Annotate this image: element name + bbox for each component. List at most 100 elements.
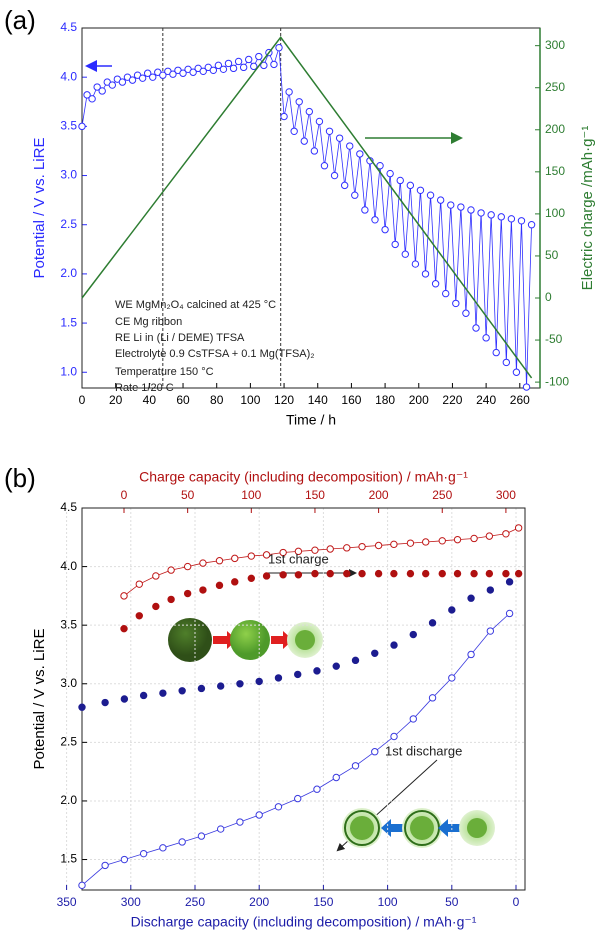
data-point <box>472 324 480 332</box>
data-point <box>442 289 450 298</box>
data-point <box>409 630 417 639</box>
data-point <box>294 794 302 803</box>
x2-tick-label: 0 <box>121 488 128 502</box>
data-point <box>236 680 244 688</box>
data-point <box>279 571 287 579</box>
data-point <box>343 544 351 552</box>
y-tick-label: 1.5 <box>60 315 77 329</box>
y-tick-label: 4.0 <box>60 69 77 83</box>
y-tick-label: 2.5 <box>60 217 77 231</box>
annotation: 1st charge <box>268 551 329 566</box>
data-point <box>492 348 500 357</box>
data-point <box>371 649 379 658</box>
data-point <box>326 569 334 578</box>
data-point <box>431 280 440 288</box>
data-point <box>422 569 430 578</box>
x-tick-label: 180 <box>375 393 395 407</box>
data-point <box>411 260 420 268</box>
data-point <box>78 881 86 890</box>
data-point <box>346 142 354 150</box>
data-point <box>275 43 283 52</box>
data-point <box>351 191 359 199</box>
data-point <box>159 71 167 79</box>
data-point <box>343 569 351 578</box>
data-point <box>183 562 192 571</box>
data-point <box>315 117 324 126</box>
data-point <box>224 59 233 68</box>
data-point <box>467 650 475 659</box>
data-point <box>120 624 128 633</box>
x-axis-label: Discharge capacity (including decomposit… <box>131 914 477 930</box>
data-point <box>197 684 206 693</box>
y-tick-label: 4.0 <box>60 559 77 573</box>
panel-label: (b) <box>4 463 36 493</box>
data-point <box>139 849 148 858</box>
data-point <box>358 542 366 551</box>
data-point <box>326 545 334 553</box>
data-point <box>477 209 485 217</box>
data-point <box>285 88 293 96</box>
data-point <box>279 548 287 557</box>
data-point <box>470 569 478 578</box>
x-tick-label: 120 <box>274 393 294 407</box>
data-point <box>219 65 228 74</box>
data-point <box>239 63 248 72</box>
data-point <box>470 534 478 543</box>
charge-diagram <box>168 618 323 662</box>
y-tick-label: 2.0 <box>60 793 77 807</box>
data-point <box>486 586 495 594</box>
data-point <box>358 569 366 578</box>
data-point <box>438 569 446 578</box>
annotation: CE Mg ribbon <box>115 316 182 328</box>
data-point <box>512 368 521 376</box>
data-point <box>311 569 319 578</box>
x-tick-label: 100 <box>378 895 398 909</box>
data-point <box>452 299 460 308</box>
x2-tick-label: 150 <box>305 488 325 502</box>
y-tick-label: 4.5 <box>60 500 77 514</box>
data-point <box>231 554 239 563</box>
data-point <box>487 211 495 219</box>
data-point <box>448 606 456 614</box>
data-point <box>120 592 128 600</box>
data-point <box>391 240 399 249</box>
data-point <box>426 191 435 199</box>
data-point <box>274 803 283 811</box>
data-point <box>453 569 462 578</box>
data-point <box>159 844 167 852</box>
data-point <box>457 203 465 211</box>
data-point <box>332 773 340 782</box>
annotation: Electrolyte 0.9 CsTFSA + 0.1 Mg(TFSA)₂ <box>115 348 315 360</box>
data-point <box>270 60 278 69</box>
data-point <box>199 559 207 567</box>
data-point <box>149 73 157 81</box>
y2-tick-label: 0 <box>545 290 552 304</box>
data-point <box>247 552 256 560</box>
data-point <box>325 127 334 135</box>
data-point <box>502 569 510 578</box>
data-point <box>374 569 383 578</box>
data-point <box>231 578 239 586</box>
x-tick-label: 350 <box>57 895 77 909</box>
x-tick-label: 50 <box>445 895 459 909</box>
data-point <box>514 524 523 532</box>
data-point <box>280 112 288 121</box>
x-tick-label: 240 <box>476 393 496 407</box>
data-point <box>101 698 109 707</box>
y2-tick-label: 200 <box>545 122 565 136</box>
data-point <box>371 748 379 756</box>
data-point <box>406 569 415 578</box>
data-point <box>390 540 398 549</box>
data-point <box>128 76 137 84</box>
y2-tick-label: 300 <box>545 38 565 52</box>
x2-tick-label: 250 <box>432 488 452 502</box>
data-point <box>167 566 175 574</box>
data-point <box>396 176 404 185</box>
data-point <box>485 569 494 578</box>
data-point <box>183 589 192 598</box>
data-point <box>505 578 514 586</box>
data-point <box>101 861 109 870</box>
data-point <box>436 196 445 204</box>
x-tick-label: 0 <box>513 895 520 909</box>
